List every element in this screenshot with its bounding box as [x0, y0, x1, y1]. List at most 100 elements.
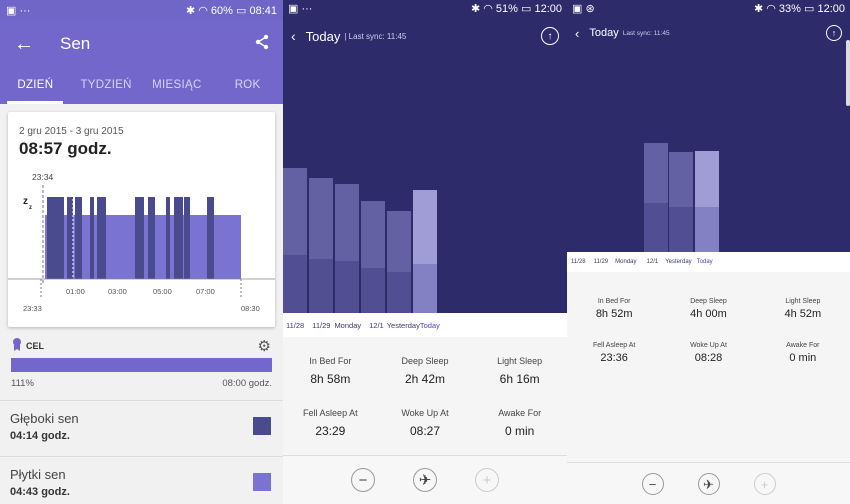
date-tab[interactable]: 11/28: [571, 259, 586, 265]
goal-target: 08:00 godz.: [222, 378, 272, 389]
legend-light-sleep: Płytki sen 04:43 godz.: [0, 456, 283, 504]
bluetooth-icon: ✱: [470, 2, 481, 15]
sleep-bar-deep: [283, 255, 307, 313]
deep-sleep-segment: [166, 197, 170, 279]
daily-sleep-bars: [644, 143, 719, 252]
plus-button[interactable]: +: [753, 473, 776, 495]
start-time-label: 23:34: [32, 172, 54, 182]
upload-icon[interactable]: ↑: [541, 27, 559, 45]
date-tab-selected[interactable]: Today: [419, 320, 440, 330]
today-sleep-screen-b: ▣ ⊛ ✱ ◠ 33% ▭ 12:00 ‹ Today Last sync: 1…: [567, 0, 850, 504]
wifi-icon: ◠: [198, 4, 208, 17]
back-arrow-icon[interactable]: ←: [14, 32, 34, 55]
date-tab[interactable]: Yesterday: [665, 259, 692, 265]
deep-sleep-segment: [184, 197, 190, 279]
share-icon[interactable]: [255, 34, 269, 55]
notification-icons: ▣ ⊛: [572, 2, 595, 15]
legend-name: Głęboki sen: [10, 411, 79, 426]
date-range: 2 gru 2015 - 3 gru 2015: [19, 126, 124, 137]
total-duration: 08:57 godz.: [19, 139, 112, 158]
stat-fell-asleep: Fell Asleep At 23:36: [592, 342, 636, 364]
battery-percent: 51%: [495, 2, 518, 15]
goal-percent: 111%: [11, 378, 34, 389]
deep-sleep-segment: [148, 197, 155, 279]
clock: 12:00: [534, 2, 562, 15]
sleep-mode-button[interactable]: ✈: [413, 468, 437, 492]
tab-month[interactable]: MIESIĄC: [152, 79, 202, 91]
deep-sleep-segment: [67, 197, 73, 279]
notification-icons: ▣ ···: [288, 2, 313, 15]
page-title: Sen: [60, 34, 91, 53]
date-tab[interactable]: Yesterday: [386, 320, 420, 330]
stat-in-bed: In Bed For 8h 52m: [595, 298, 633, 320]
title-bar: ‹ Today Last sync: 11:45 ↑: [567, 16, 850, 50]
period-tabs: DZIEŃ TYDZIEŃ MIESIĄC ROK: [0, 68, 283, 104]
deep-sleep-segment: [135, 197, 144, 279]
wifi-icon: ◠: [483, 2, 493, 15]
stat-awake-for: Awake For 0 min: [498, 408, 542, 438]
legend-name: Płytki sen: [10, 467, 66, 482]
sleep-bar-deep: [413, 264, 437, 313]
minus-button[interactable]: −: [351, 468, 375, 492]
date-tab[interactable]: 12/1: [646, 259, 659, 265]
control-bar: − ✈ +: [283, 455, 567, 504]
date-tab[interactable]: 12/1: [369, 320, 384, 330]
control-bar: − ✈ +: [567, 462, 850, 504]
battery-icon: ▭: [521, 2, 532, 15]
date-tab[interactable]: 11/29: [593, 259, 609, 265]
stat-deep-sleep: Deep Sleep 2h 42m: [401, 356, 449, 386]
sleep-bar-light: [335, 184, 359, 261]
tick-label: 03:00: [108, 287, 127, 296]
sleep-timeline-chart: 23:34 z z 01:00 03:00 05:00 07:00 23:33 …: [8, 172, 275, 313]
chart-header-area: ▣ ⊛ ✱ ◠ 33% ▭ 12:00 ‹ Today Last sync: 1…: [567, 0, 850, 252]
wifi-icon: ◠: [766, 2, 776, 15]
medal-icon: [12, 337, 22, 356]
deep-sleep-segment: [75, 197, 82, 279]
date-tab[interactable]: Monday: [334, 320, 362, 330]
sleep-screen-polish: ▣ ··· ✱ ◠ 60% ▭ 08:41 ← Sen DZIEŃ TYDZIE…: [0, 0, 283, 504]
sleep-bar-light: [644, 143, 668, 203]
minus-button[interactable]: −: [641, 473, 664, 495]
legend-value: 04:14 godz.: [10, 430, 70, 442]
sleep-bar-light: [283, 168, 307, 255]
sleep-bar-light: [309, 178, 333, 259]
stat-awake-for: Awake For 0 min: [786, 342, 820, 364]
sleep-bar-deep: [669, 207, 693, 252]
clock: 12:00: [817, 2, 845, 15]
bluetooth-icon: ✱: [753, 2, 764, 15]
scroll-edge: [846, 40, 850, 106]
sleep-bar-light: [387, 211, 411, 272]
battery-percent: 33%: [778, 2, 801, 15]
date-tab-selected[interactable]: Today: [696, 259, 713, 265]
goal-label: CEL: [26, 341, 44, 351]
stat-woke-up: Woke Up At 08:28: [690, 342, 727, 364]
status-bar: ▣ ⊛ ✱ ◠ 33% ▭ 12:00: [567, 0, 850, 16]
date-tab[interactable]: 11/28: [286, 320, 305, 330]
stat-woke-up: Woke Up At 08:27: [401, 408, 449, 438]
date-tab[interactable]: 11/29: [312, 320, 331, 330]
date-tab[interactable]: Monday: [615, 259, 637, 265]
sleep-bar-deep: [387, 272, 411, 313]
tick-label: 05:00: [153, 287, 172, 296]
status-bar: ▣ ··· ✱ ◠ 60% ▭ 08:41: [0, 0, 283, 20]
last-sync: | Last sync: 11:45: [344, 31, 407, 41]
sleep-mode-button[interactable]: ✈: [697, 473, 720, 495]
gear-icon[interactable]: ⚙: [257, 338, 271, 355]
upload-icon[interactable]: ↑: [826, 25, 842, 41]
legend-value: 04:43 godz.: [10, 486, 70, 498]
sleep-bar-light: [695, 151, 719, 207]
tab-week[interactable]: TYDZIEŃ: [80, 79, 132, 91]
stat-light-sleep: Light Sleep 6h 16m: [497, 356, 543, 386]
plus-button[interactable]: +: [475, 468, 499, 492]
sleep-bar-light: [413, 190, 437, 264]
clock: 08:41: [249, 4, 277, 17]
goal-section: CEL ⚙ 111% 08:00 godz.: [0, 334, 283, 389]
tab-year[interactable]: ROK: [234, 79, 261, 91]
sleep-bar-deep: [335, 261, 359, 313]
battery-percent: 60%: [210, 4, 233, 17]
back-chevron-icon[interactable]: ‹: [575, 25, 580, 41]
tab-day[interactable]: DZIEŃ: [17, 79, 54, 91]
legend-deep-sleep: Głęboki sen 04:14 godz.: [0, 400, 283, 456]
sleep-bar-deep: [695, 207, 719, 252]
back-chevron-icon[interactable]: ‹: [291, 28, 296, 44]
